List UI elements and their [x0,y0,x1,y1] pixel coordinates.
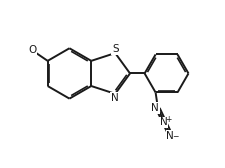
Text: +: + [165,115,172,124]
Text: O: O [28,45,36,55]
Text: N: N [160,117,168,128]
Text: N: N [111,93,119,103]
Text: S: S [112,44,119,54]
Text: N: N [151,103,159,113]
Text: N: N [166,131,174,141]
Text: −: − [172,133,178,142]
